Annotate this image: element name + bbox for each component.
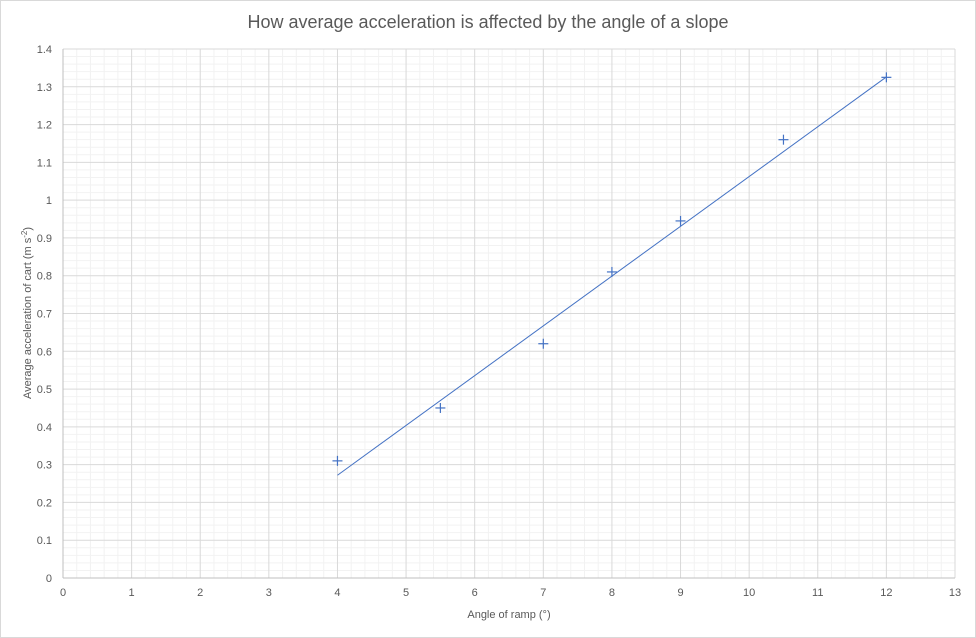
data-point	[881, 72, 892, 83]
y-axis-label-main: Average acceleration of cart (m s	[22, 237, 34, 399]
y-tick-label: 0.7	[37, 309, 52, 321]
data-points	[332, 72, 892, 466]
x-tick-label: 7	[540, 587, 546, 599]
x-tick-label: 1	[129, 587, 135, 599]
x-axis-label: Angle of ramp (°)	[467, 609, 550, 621]
y-tick-label: 0.2	[37, 497, 52, 509]
x-tick-label: 10	[743, 587, 755, 599]
y-tick-label: 0.6	[37, 346, 52, 358]
y-axis-label: Average acceleration of cart (m s-2)	[20, 227, 34, 399]
x-tick-label: 6	[472, 587, 478, 599]
data-point	[778, 134, 789, 145]
x-tick-label: 4	[334, 587, 340, 599]
y-tick-label: 0.3	[37, 460, 52, 472]
data-point	[675, 215, 686, 226]
y-tick-labels: 0 0.1 0.2 0.3 0.4 0.5 0.6 0.7 0.8 0.9 1 1.1 1.2 1.3 1.…	[37, 44, 52, 585]
axes	[62, 49, 955, 579]
x-tick-label: 11	[812, 587, 823, 599]
major-grid	[62, 48, 956, 579]
chart-title: How average acceleration is affected by …	[248, 12, 729, 32]
x-tick-label: 3	[266, 587, 272, 599]
y-tick-label: 1.1	[37, 157, 52, 169]
y-tick-label: 1.3	[37, 82, 52, 94]
y-tick-label: 0.4	[37, 422, 52, 434]
y-tick-label: 1.2	[37, 120, 52, 132]
y-tick-label: 0	[46, 573, 52, 585]
y-tick-label: 0.1	[37, 535, 52, 547]
data-point	[538, 338, 549, 349]
x-tick-label: 12	[880, 587, 892, 599]
y-tick-label: 0.9	[37, 233, 52, 245]
y-tick-label: 0.8	[37, 271, 52, 283]
x-tick-label: 2	[197, 587, 203, 599]
y-axis-label-superscript: -2	[20, 230, 29, 238]
x-tick-label: 8	[609, 587, 615, 599]
x-tick-labels: 0 1 2 3 4 5 6 7 8 9 10 11 12 13	[60, 587, 961, 599]
data-point	[332, 455, 343, 466]
x-tick-label: 9	[677, 587, 683, 599]
x-tick-label: 13	[949, 587, 961, 599]
y-axis-label-close: )	[22, 227, 34, 231]
x-tick-label: 0	[60, 587, 66, 599]
x-tick-label: 5	[403, 587, 409, 599]
y-tick-label: 0.5	[37, 384, 52, 396]
data-point	[606, 266, 617, 277]
data-point	[435, 402, 446, 413]
y-tick-label: 1.4	[37, 44, 52, 56]
y-tick-label: 1	[46, 195, 52, 207]
